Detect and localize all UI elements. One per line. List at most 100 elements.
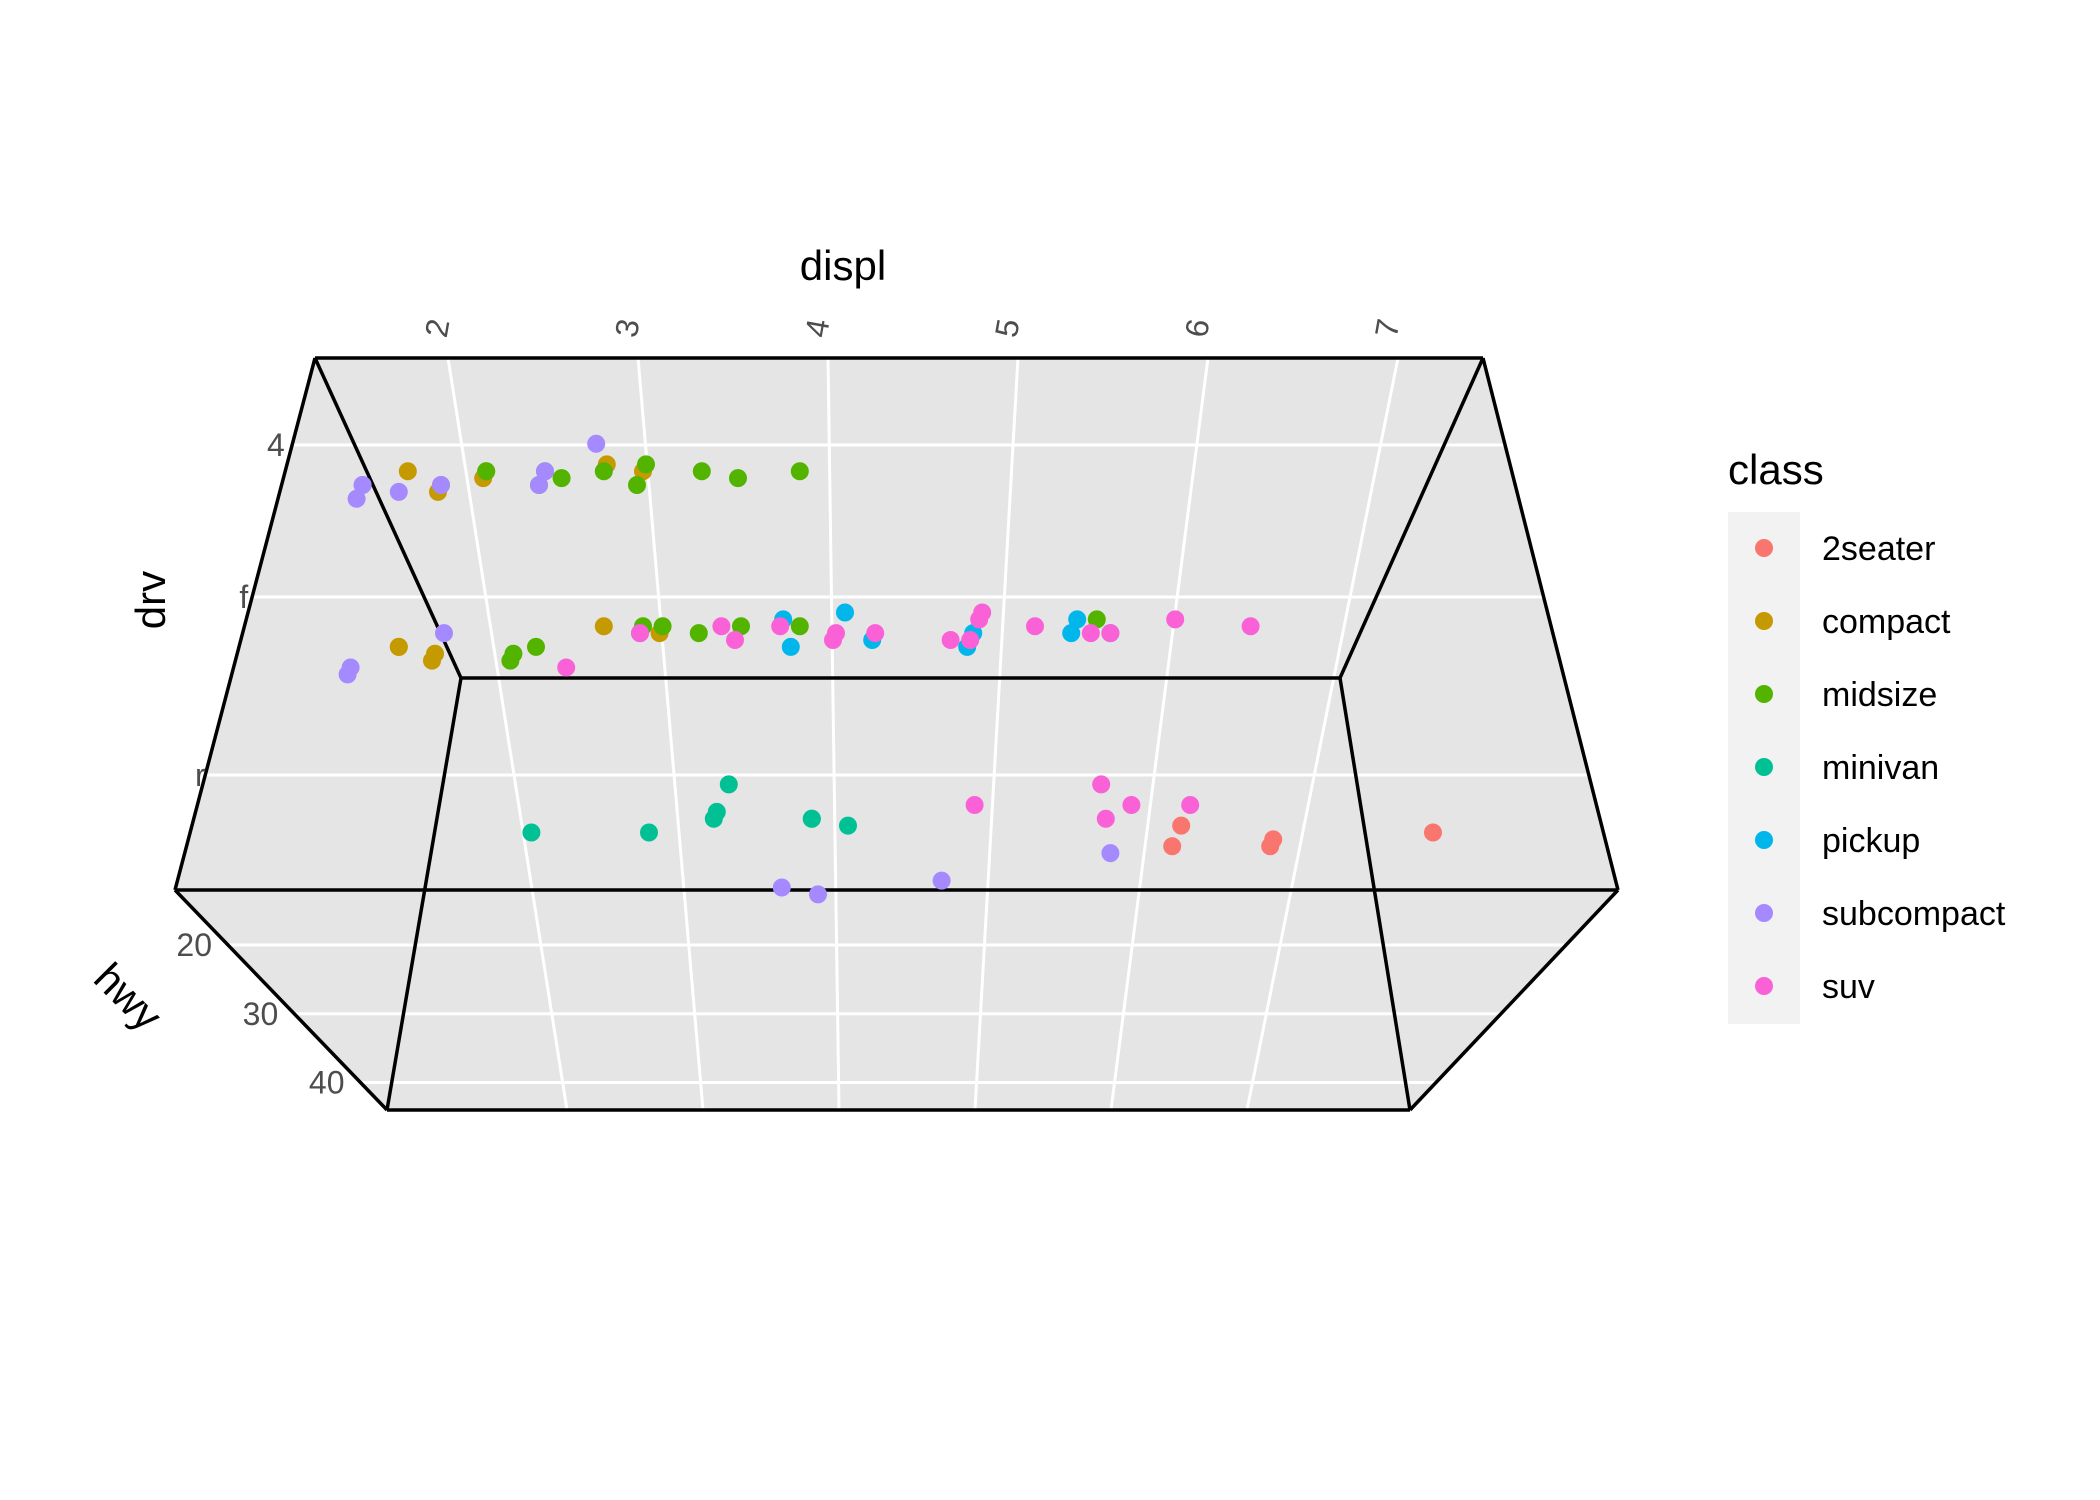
gridline-x — [1109, 357, 1210, 1111]
data-point-minivan — [719, 775, 738, 794]
legend-label-compact: compact — [1822, 603, 1951, 641]
data-point-midsize — [790, 617, 809, 636]
y-tick-label: 30 — [243, 996, 279, 1032]
data-point-suv — [1241, 617, 1260, 636]
data-point-midsize — [729, 469, 747, 488]
z-tick-label: 4 — [267, 427, 285, 463]
gridline-x — [1245, 357, 1400, 1111]
data-point-minivan — [802, 809, 821, 828]
data-point-subcompact — [932, 871, 951, 890]
panel-floor-back — [175, 358, 1618, 890]
data-point-suv — [1181, 796, 1200, 814]
z-tick-label: r — [195, 757, 206, 793]
z-tick-label: f — [239, 579, 248, 615]
gridline-x — [973, 357, 1020, 1111]
data-point-suv — [1026, 617, 1044, 636]
y-tick-label: 40 — [309, 1065, 345, 1101]
x-axis: displ 2 3 4 5 6 7 — [418, 242, 1407, 340]
data-point-minivan — [707, 802, 726, 821]
legend-key-midsize — [1755, 685, 1773, 703]
data-point-subcompact — [389, 482, 408, 501]
data-point-suv — [631, 624, 649, 643]
data-point-midsize — [594, 462, 613, 481]
data-point-pickup — [836, 603, 854, 622]
data-point-subcompact — [530, 476, 548, 494]
legend-label-minivan: minivan — [1822, 749, 1939, 787]
plot-panel — [175, 358, 1618, 1110]
data-point-2seater — [1163, 837, 1182, 856]
box-edge-left-diag — [313, 357, 463, 679]
box-edge-bottom-left — [173, 888, 389, 1112]
data-point-suv — [1166, 610, 1185, 629]
data-point-suv — [557, 658, 576, 677]
box-edge-right-outer — [1481, 357, 1620, 891]
box-edge-bottom-right — [1408, 888, 1620, 1112]
data-point-suv — [961, 631, 980, 649]
data-point-subcompact — [809, 885, 827, 904]
data-point-midsize — [692, 462, 711, 481]
data-point-compact — [398, 462, 417, 481]
x-tick-label: 3 — [608, 316, 647, 340]
data-point-midsize — [732, 617, 750, 636]
gridline-x — [446, 357, 569, 1111]
legend-title: class — [1728, 446, 1824, 493]
gridline-x — [826, 357, 841, 1111]
legend-label-suv: suv — [1822, 968, 1875, 1006]
legend-key-pickup — [1755, 831, 1773, 849]
legend-label-midsize: midsize — [1822, 676, 1937, 714]
data-point-2seater — [1424, 823, 1442, 842]
data-point-suv — [1081, 624, 1100, 643]
data-point-subcompact — [341, 658, 360, 677]
data-point-midsize — [501, 651, 520, 670]
data-point-pickup — [1068, 610, 1087, 629]
data-point-suv — [866, 624, 885, 643]
y-axis-title: hwy — [85, 954, 171, 1040]
z-axis: drv r f 4 — [127, 427, 285, 793]
data-point-minivan — [839, 816, 857, 835]
x-tick-label: 5 — [988, 316, 1027, 340]
data-point-minivan — [640, 823, 658, 842]
y-tick-label: 20 — [176, 927, 212, 963]
x-tick-label: 2 — [418, 316, 457, 340]
data-point-midsize — [790, 462, 809, 481]
data-point-compact — [594, 617, 613, 636]
legend-label-subcompact: subcompact — [1822, 895, 2006, 933]
data-point-pickup — [781, 637, 800, 656]
x-tick-label: 7 — [1368, 316, 1407, 340]
data-point-midsize — [689, 624, 708, 643]
data-point-suv — [712, 617, 731, 636]
z-axis-title: drv — [127, 571, 174, 629]
legend-key-minivan — [1755, 758, 1773, 776]
data-point-suv — [726, 631, 744, 649]
data-point-compact — [426, 644, 444, 663]
data-point-suv — [1092, 775, 1111, 794]
data-point-midsize — [1087, 610, 1106, 629]
data-point-midsize — [527, 637, 545, 656]
data-point-subcompact — [536, 462, 554, 481]
data-point-minivan — [522, 823, 541, 842]
box-edge-inner-left — [385, 677, 463, 1111]
data-point-2seater — [1172, 816, 1191, 835]
data-point-suv — [1122, 796, 1141, 814]
data-point-midsize — [477, 462, 496, 481]
grid-lines — [204, 357, 1590, 1111]
data-point-subcompact — [353, 476, 372, 494]
data-point-midsize — [653, 617, 672, 636]
legend: class 2seater compact midsize minivan pickup… — [1728, 446, 2006, 1024]
x-tick-label: 4 — [798, 316, 837, 340]
legend-key-compact — [1755, 612, 1773, 630]
box-edge-right-diag — [1338, 357, 1485, 679]
data-point-subcompact — [432, 476, 450, 494]
data-point-suv — [1101, 624, 1120, 643]
box-edge-inner-right — [1338, 677, 1412, 1111]
data-point-subcompact — [347, 489, 366, 508]
legend-label-2seater: 2seater — [1822, 530, 1935, 568]
data-point-subcompact — [435, 624, 453, 643]
legend-key-2seater — [1755, 539, 1773, 557]
data-point-suv — [941, 631, 960, 649]
legend-label-pickup: pickup — [1822, 822, 1920, 860]
data-point-compact — [389, 637, 408, 656]
data-point-midsize — [637, 455, 655, 474]
legend-key-suv — [1755, 977, 1773, 995]
